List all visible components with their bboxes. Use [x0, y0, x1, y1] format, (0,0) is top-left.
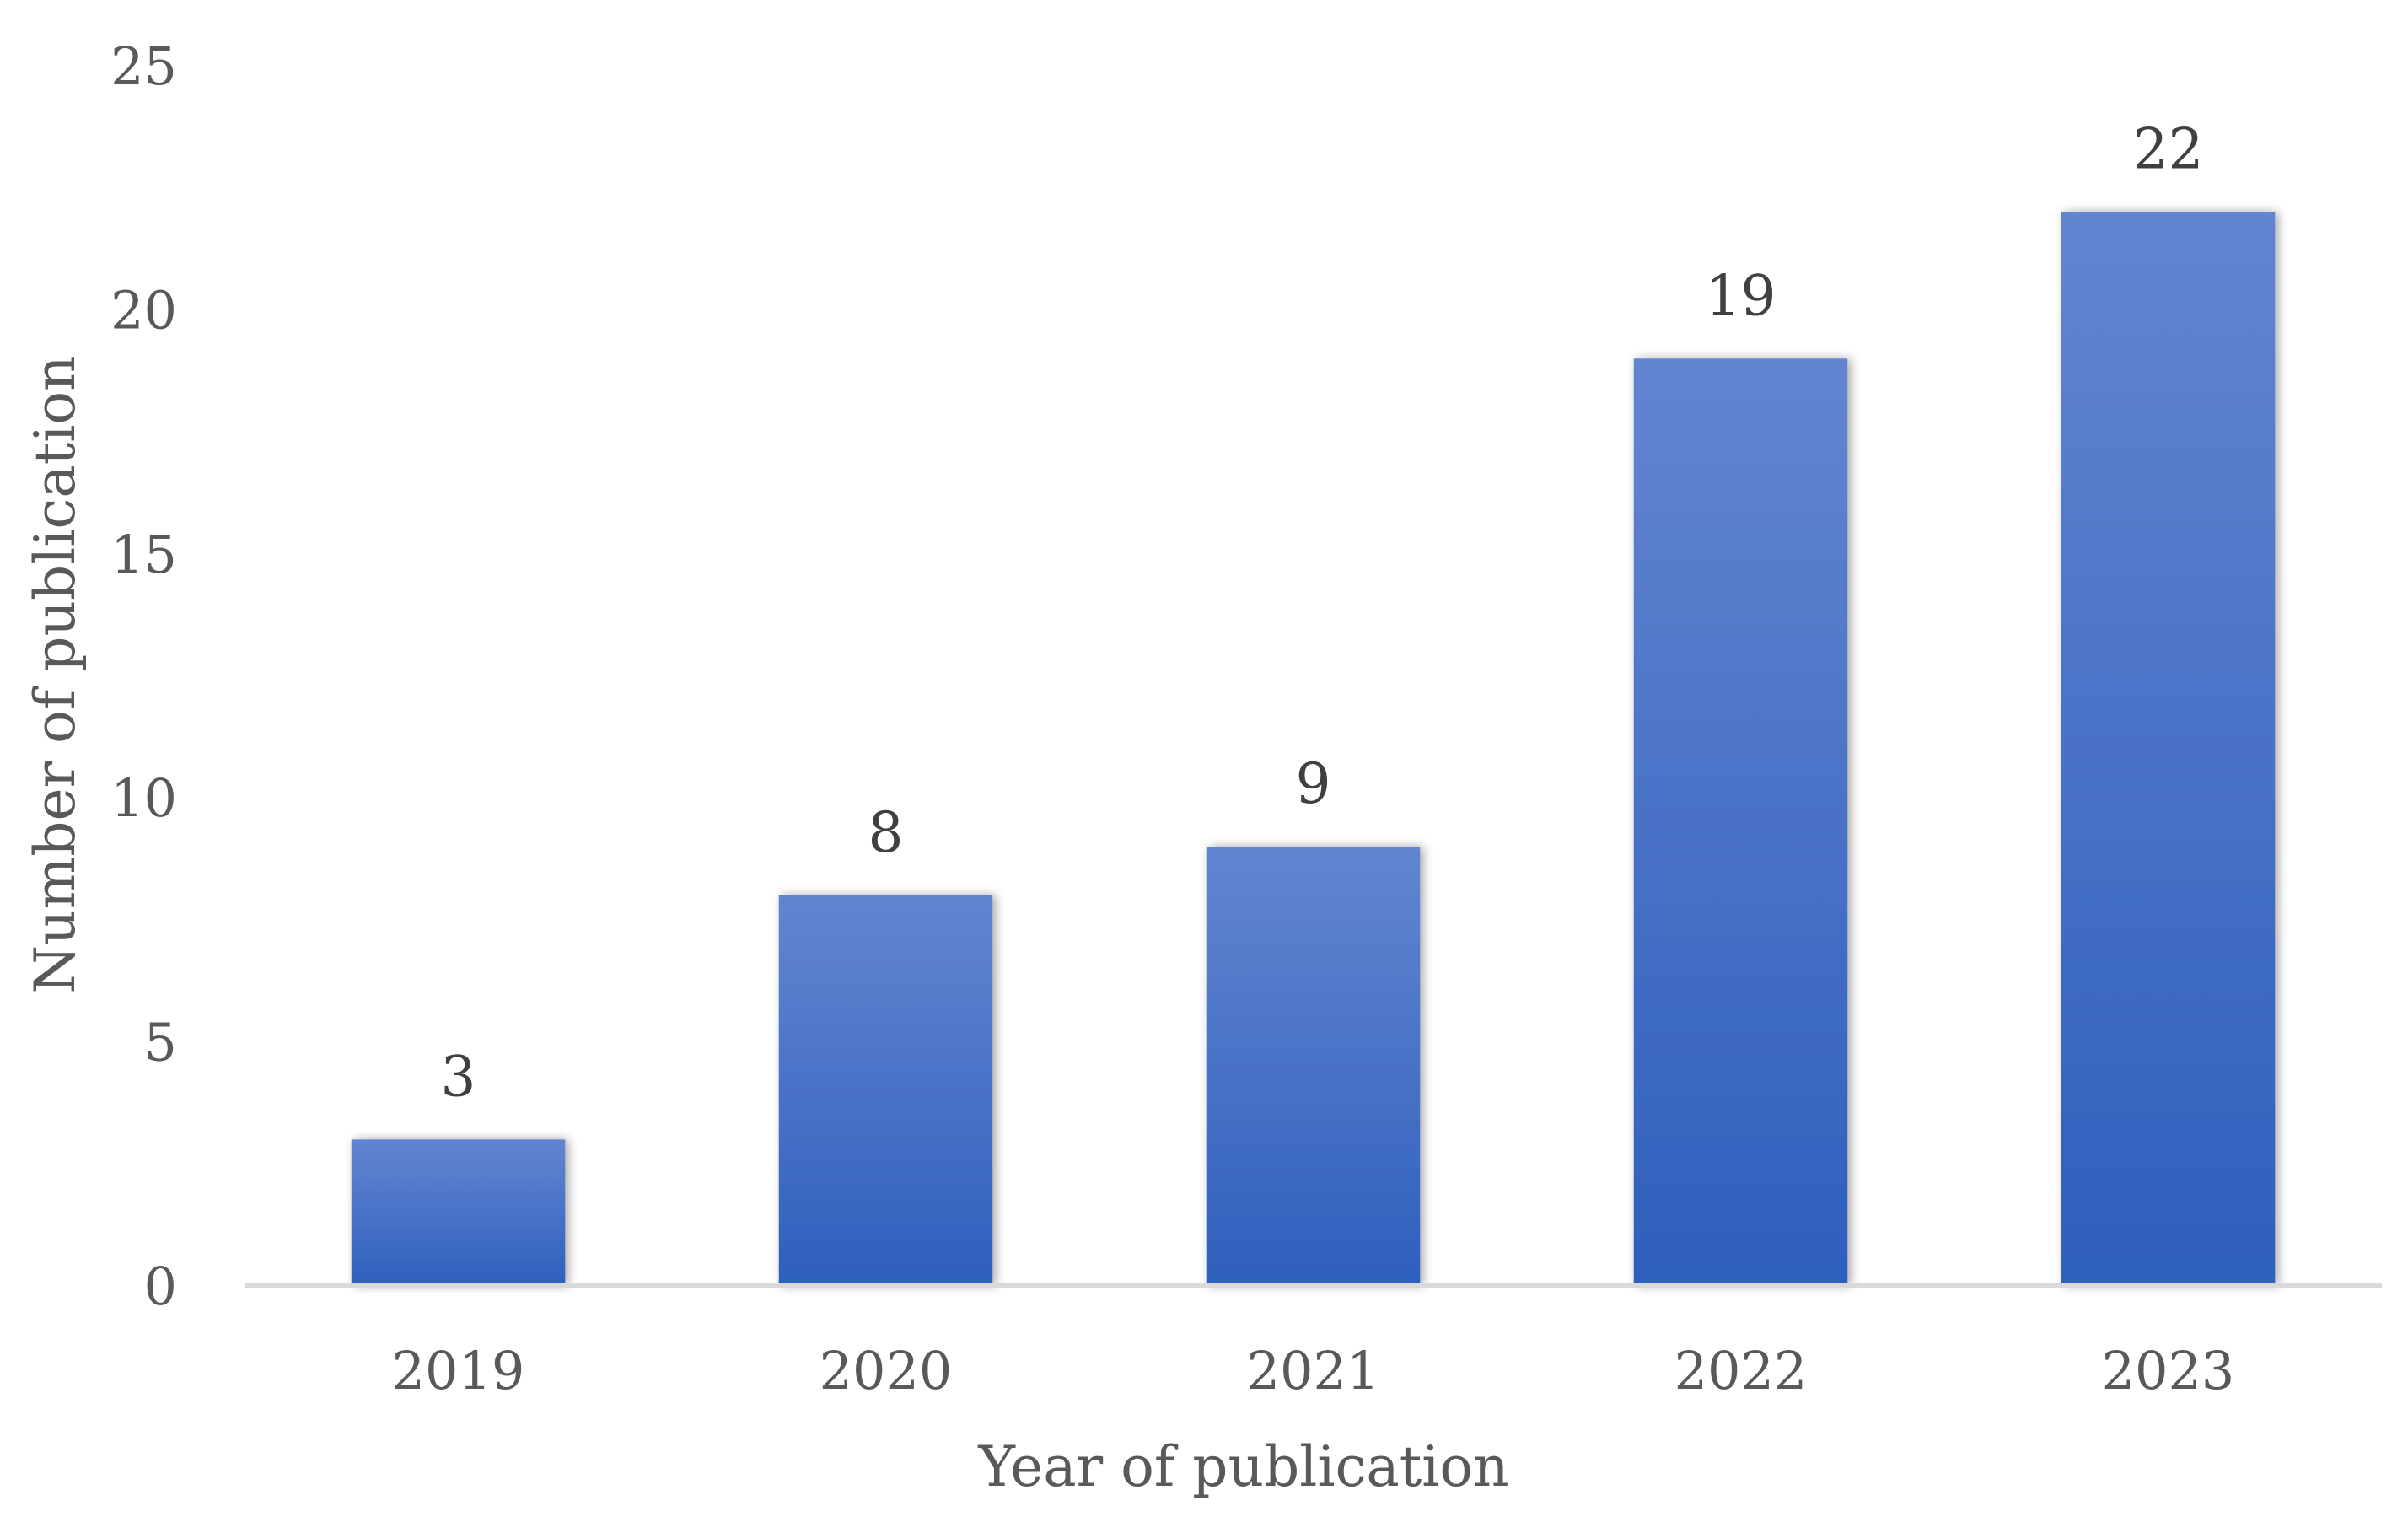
x-tick-label-2022: 2022 — [1674, 1340, 1808, 1401]
bar-2022 — [1633, 358, 1848, 1286]
y-tick-label: 0 — [144, 1256, 177, 1317]
y-axis-title: Number of publication — [23, 355, 88, 993]
bar-2021 — [1206, 847, 1421, 1286]
y-tick-label: 20 — [110, 279, 177, 341]
x-axis-title: Year of publication — [977, 1434, 1508, 1499]
x-tick-label-2021: 2021 — [1247, 1340, 1380, 1401]
y-tick-label: 10 — [110, 767, 177, 829]
data-label-2022: 19 — [1706, 263, 1776, 328]
bars — [351, 212, 2276, 1286]
y-tick-label: 25 — [110, 35, 177, 97]
data-label-2021: 9 — [1296, 751, 1331, 816]
y-tick-label: 15 — [110, 524, 177, 585]
y-axis-tick-labels: 0 5 10 15 20 25 — [110, 35, 177, 1317]
bar-2023 — [2061, 212, 2276, 1286]
bar-2019 — [351, 1139, 566, 1286]
data-label-2023: 22 — [2133, 117, 2204, 182]
x-tick-label-2019: 2019 — [392, 1340, 525, 1401]
y-tick-label: 5 — [144, 1012, 177, 1073]
data-labels: 3 8 9 19 22 — [441, 117, 2204, 1110]
data-label-2019: 3 — [441, 1044, 476, 1109]
bar-2020 — [778, 895, 993, 1286]
x-axis-tick-labels: 2019 2020 2021 2022 2023 — [392, 1340, 2235, 1401]
data-label-2020: 8 — [868, 800, 904, 865]
x-tick-label-2020: 2020 — [820, 1340, 953, 1401]
x-tick-label-2023: 2023 — [2102, 1340, 2235, 1401]
